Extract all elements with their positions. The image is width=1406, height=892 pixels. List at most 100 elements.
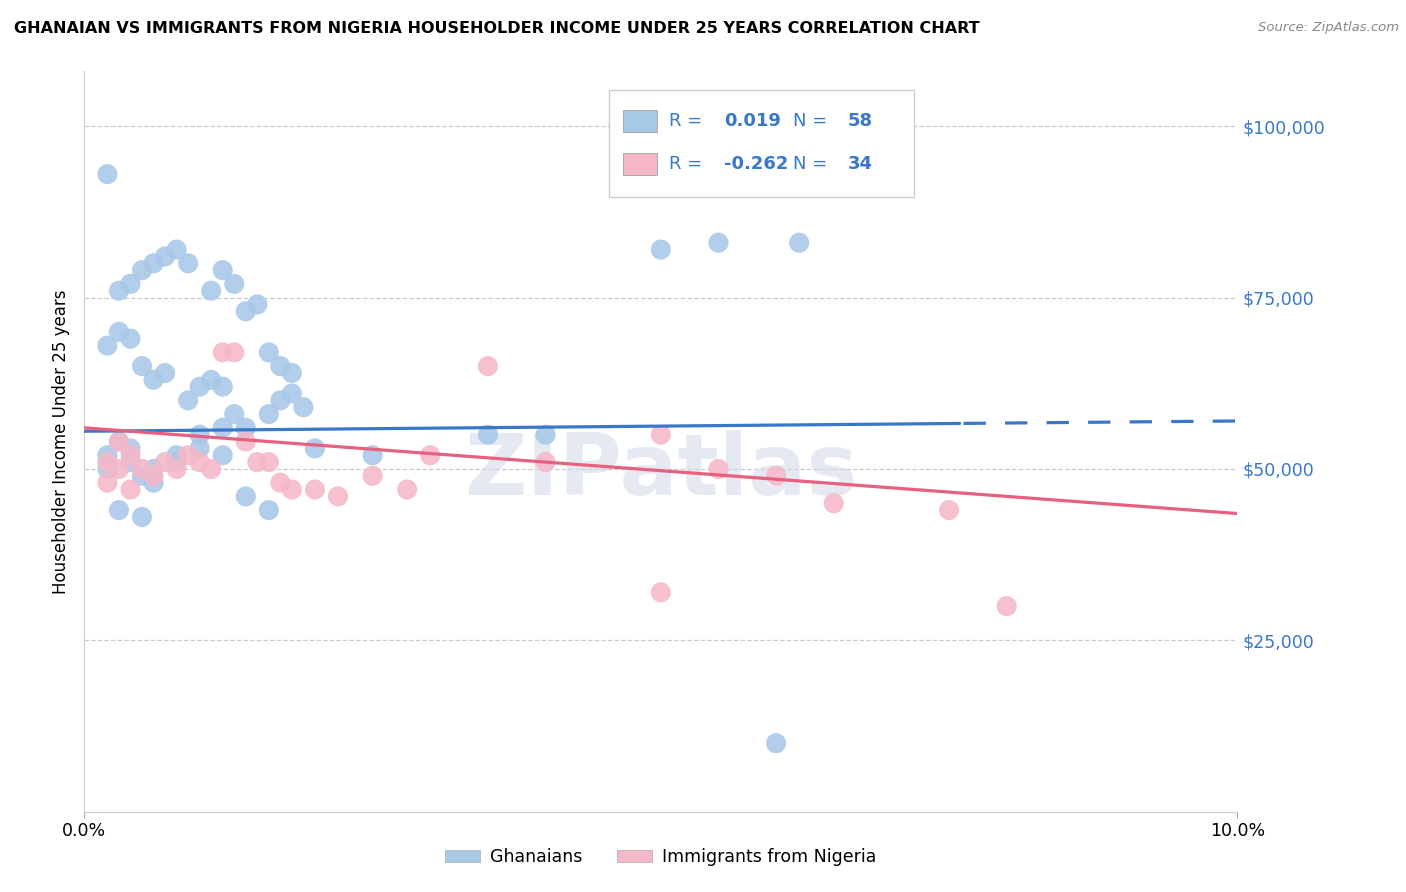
Point bbox=[361, 468, 384, 483]
FancyBboxPatch shape bbox=[609, 90, 914, 197]
Text: R =: R = bbox=[669, 112, 707, 130]
Legend: Ghanaians, Immigrants from Nigeria: Ghanaians, Immigrants from Nigeria bbox=[439, 841, 883, 873]
Point bbox=[200, 373, 222, 387]
Text: 0.019: 0.019 bbox=[724, 112, 782, 130]
Point bbox=[131, 359, 153, 373]
Point bbox=[153, 455, 176, 469]
Point bbox=[211, 380, 233, 394]
Point bbox=[257, 455, 280, 469]
Point bbox=[166, 243, 188, 257]
Point bbox=[765, 468, 787, 483]
Point bbox=[235, 421, 257, 435]
Point bbox=[131, 462, 153, 476]
Point bbox=[108, 503, 131, 517]
Text: N =: N = bbox=[793, 112, 834, 130]
Point bbox=[108, 462, 131, 476]
Point bbox=[650, 243, 672, 257]
Point bbox=[246, 455, 269, 469]
Point bbox=[166, 448, 188, 462]
Point bbox=[995, 599, 1018, 613]
Y-axis label: Householder Income Under 25 years: Householder Income Under 25 years bbox=[52, 289, 70, 594]
Point bbox=[257, 503, 280, 517]
Point bbox=[142, 256, 165, 270]
Point bbox=[188, 442, 211, 456]
Point bbox=[326, 489, 349, 503]
Point bbox=[142, 462, 165, 476]
Point bbox=[177, 256, 200, 270]
Point bbox=[177, 393, 200, 408]
Point bbox=[166, 455, 188, 469]
Point bbox=[131, 263, 153, 277]
Point bbox=[650, 585, 672, 599]
Point bbox=[200, 284, 222, 298]
Point bbox=[120, 442, 142, 456]
Point bbox=[269, 475, 291, 490]
Point bbox=[96, 167, 118, 181]
Point bbox=[166, 462, 188, 476]
Point bbox=[142, 475, 165, 490]
FancyBboxPatch shape bbox=[623, 153, 658, 175]
Point bbox=[211, 263, 233, 277]
Point bbox=[188, 427, 211, 442]
FancyBboxPatch shape bbox=[623, 110, 658, 132]
Point bbox=[120, 455, 142, 469]
Point bbox=[257, 407, 280, 421]
Point bbox=[224, 407, 246, 421]
Point bbox=[823, 496, 845, 510]
Point bbox=[153, 250, 176, 264]
Point bbox=[396, 483, 419, 497]
Point bbox=[235, 304, 257, 318]
Point bbox=[177, 448, 200, 462]
Point bbox=[235, 434, 257, 449]
Point bbox=[200, 462, 222, 476]
Point bbox=[224, 345, 246, 359]
Text: -0.262: -0.262 bbox=[724, 155, 789, 173]
Point bbox=[96, 475, 118, 490]
Point bbox=[304, 442, 326, 456]
Point bbox=[707, 462, 730, 476]
Point bbox=[108, 284, 131, 298]
Point bbox=[120, 277, 142, 291]
Point bbox=[361, 448, 384, 462]
Point bbox=[281, 366, 304, 380]
Point bbox=[108, 434, 131, 449]
Point bbox=[269, 359, 291, 373]
Point bbox=[96, 455, 118, 469]
Point bbox=[257, 345, 280, 359]
Point bbox=[96, 448, 118, 462]
Point bbox=[108, 434, 131, 449]
Text: R =: R = bbox=[669, 155, 707, 173]
Point bbox=[477, 359, 499, 373]
Point bbox=[153, 366, 176, 380]
Point bbox=[211, 345, 233, 359]
Point bbox=[108, 325, 131, 339]
Point bbox=[246, 297, 269, 311]
Point bbox=[304, 483, 326, 497]
Point bbox=[765, 736, 787, 750]
Text: N =: N = bbox=[793, 155, 834, 173]
Point bbox=[188, 455, 211, 469]
Point bbox=[281, 483, 304, 497]
Point bbox=[142, 468, 165, 483]
Point bbox=[142, 373, 165, 387]
Text: GHANAIAN VS IMMIGRANTS FROM NIGERIA HOUSEHOLDER INCOME UNDER 25 YEARS CORRELATIO: GHANAIAN VS IMMIGRANTS FROM NIGERIA HOUS… bbox=[14, 21, 980, 36]
Point bbox=[131, 468, 153, 483]
Point bbox=[787, 235, 810, 250]
Point bbox=[534, 455, 557, 469]
Point bbox=[120, 448, 142, 462]
Text: Source: ZipAtlas.com: Source: ZipAtlas.com bbox=[1258, 21, 1399, 34]
Point bbox=[131, 510, 153, 524]
Point bbox=[235, 489, 257, 503]
Point bbox=[281, 386, 304, 401]
Point bbox=[707, 235, 730, 250]
Point bbox=[419, 448, 441, 462]
Point bbox=[96, 462, 118, 476]
Point bbox=[269, 393, 291, 408]
Point bbox=[96, 338, 118, 352]
Point bbox=[650, 427, 672, 442]
Point bbox=[120, 483, 142, 497]
Point bbox=[211, 448, 233, 462]
Text: 34: 34 bbox=[848, 155, 873, 173]
Text: 58: 58 bbox=[848, 112, 873, 130]
Point bbox=[188, 380, 211, 394]
